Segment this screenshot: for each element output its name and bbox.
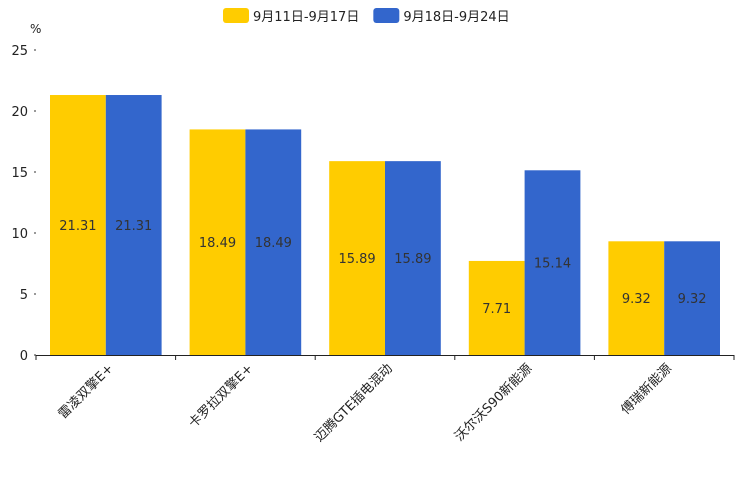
value-label: 9.32 bbox=[622, 292, 651, 307]
bar-1-1 bbox=[50, 95, 106, 355]
value-label: 7.71 bbox=[482, 302, 511, 317]
value-label: 18.49 bbox=[199, 236, 236, 251]
bar-2-4 bbox=[524, 170, 581, 355]
value-label: 21.31 bbox=[59, 219, 96, 234]
legend-swatch bbox=[223, 8, 249, 23]
bar-1-2 bbox=[189, 129, 246, 355]
bar-2-2 bbox=[245, 129, 302, 355]
value-label: 9.32 bbox=[678, 292, 707, 307]
x-axis: 雷凌双擎E+ 卡罗拉双擎E+ 迈腾GTE插电混动 沃尔沃S90新能源 傅瑞新能源 bbox=[35, 355, 735, 446]
bar-2-1 bbox=[105, 95, 162, 355]
value-label: 18.49 bbox=[255, 236, 292, 251]
legend: 9月11日-9月17日 9月18日-9月24日 bbox=[223, 8, 510, 25]
y-tick-label: 25 bbox=[11, 44, 28, 59]
legend-swatch bbox=[373, 8, 400, 23]
value-label: 15.89 bbox=[394, 252, 431, 267]
value-labels: 21.31 21.31 18.49 18.49 15.89 15.89 7.71 15.14 9… bbox=[59, 219, 706, 317]
value-label: 21.31 bbox=[115, 219, 152, 234]
y-tick-label: 5 bbox=[20, 288, 28, 303]
legend-label: 9月18日-9月24日 bbox=[403, 10, 509, 25]
x-category-label: 卡罗拉双擎E+ bbox=[186, 361, 256, 431]
y-tick-label: 0 bbox=[20, 349, 28, 364]
y-tick-label: 10 bbox=[11, 227, 28, 242]
x-category-label: 沃尔沃S90新能源 bbox=[451, 361, 535, 445]
bar-1-5 bbox=[608, 241, 665, 355]
legend-label: 9月11日-9月17日 bbox=[253, 10, 359, 25]
legend-item-1[interactable]: 9月11日-9月17日 bbox=[223, 8, 359, 25]
y-tick-label: 20 bbox=[11, 105, 28, 120]
bar-1-4 bbox=[468, 260, 525, 355]
y-tick-label: 15 bbox=[11, 166, 28, 181]
y-axis: 0 5 10 15 20 25 bbox=[11, 44, 36, 364]
x-category-label: 迈腾GTE插电混动 bbox=[311, 361, 396, 446]
value-label: 15.89 bbox=[338, 252, 375, 267]
bar-1-3 bbox=[329, 161, 385, 355]
bars bbox=[50, 95, 720, 355]
value-label: 15.14 bbox=[534, 257, 571, 272]
bar-2-5 bbox=[664, 241, 720, 355]
x-category-label: 雷凌双擎E+ bbox=[56, 361, 117, 422]
bar-2-3 bbox=[385, 161, 441, 355]
y-unit-label: % bbox=[30, 22, 41, 36]
legend-item-2[interactable]: 9月18日-9月24日 bbox=[373, 8, 510, 25]
x-category-label: 傅瑞新能源 bbox=[618, 361, 675, 418]
